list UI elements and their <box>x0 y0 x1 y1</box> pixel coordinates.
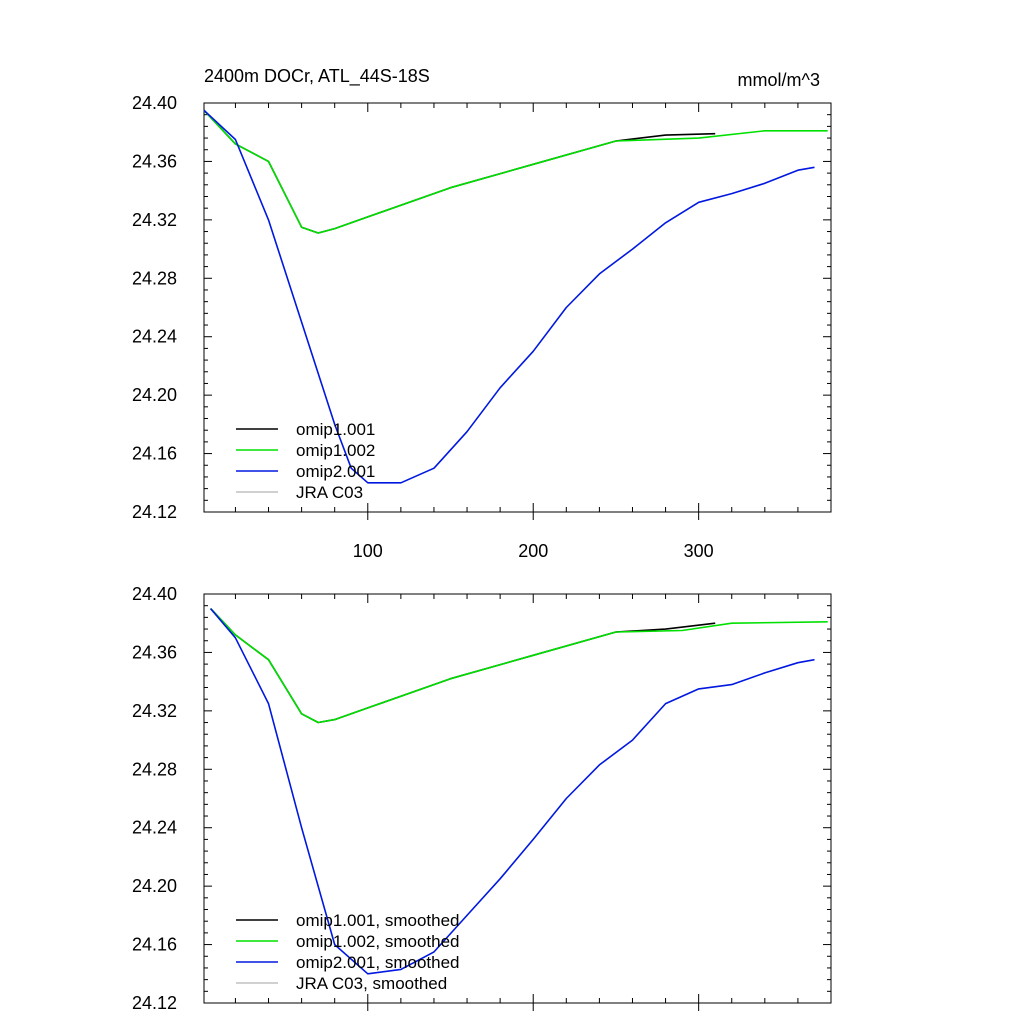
plot-frame <box>203 593 832 1004</box>
series-group <box>203 109 828 484</box>
y-tick-label: 24.16 <box>132 444 177 464</box>
x-tick-label: 300 <box>684 541 714 561</box>
x-tick-label: 200 <box>518 541 548 561</box>
series-line <box>209 608 815 975</box>
series-line <box>203 109 815 484</box>
series-line <box>203 109 828 234</box>
y-tick-label: 24.20 <box>132 385 177 405</box>
units-label: mmol/m^3 <box>738 70 820 90</box>
x-axis: 100 200 300 <box>353 541 714 561</box>
legend-label: omip1.001 <box>296 420 375 439</box>
top-panel: 2400m DOCr, ATL_44S-18S mmol/m^3 24.4024… <box>132 66 832 561</box>
legend-label: omip1.001, smoothed <box>296 911 460 930</box>
x-tick-label: 100 <box>353 541 383 561</box>
y-tick-label: 24.36 <box>132 642 177 662</box>
y-tick-label: 24.32 <box>132 701 177 721</box>
y-tick-label: 24.40 <box>132 93 177 113</box>
y-tick-label: 24.16 <box>132 935 177 955</box>
y-tick-label: 24.24 <box>132 327 177 347</box>
axis-ticks <box>204 593 831 1011</box>
y-axis: 24.40 24.36 24.32 24.28 24.24 24.20 24.16 24.12 <box>132 93 177 522</box>
series-line <box>210 608 828 724</box>
legend: omip1.001, smoothed omip1.002, smoothed om… <box>236 911 460 993</box>
y-tick-label: 24.28 <box>132 759 177 779</box>
bottom-panel: 24.40 24.36 24.32 24.28 24.24 24.20 24.16 24.12… <box>132 584 832 1013</box>
y-tick-label: 24.32 <box>132 210 177 230</box>
plot-frame <box>203 102 832 513</box>
chart-title: 2400m DOCr, ATL_44S-18S <box>204 66 430 87</box>
series-group <box>209 608 828 975</box>
y-tick-label: 24.12 <box>132 502 177 522</box>
y-tick-label: 24.28 <box>132 268 177 288</box>
y-tick-label: 24.40 <box>132 584 177 604</box>
y-tick-label: 24.24 <box>132 818 177 838</box>
legend-label: omip2.001, smoothed <box>296 953 460 972</box>
legend-label: JRA C03, smoothed <box>296 974 447 993</box>
y-tick-label: 24.20 <box>132 876 177 896</box>
y-tick-label: 24.36 <box>132 151 177 171</box>
legend-label: omip1.002 <box>296 441 375 460</box>
y-axis: 24.40 24.36 24.32 24.28 24.24 24.20 24.16 24.12 <box>132 584 177 1013</box>
legend-label: omip2.001 <box>296 462 375 481</box>
series-line <box>210 608 716 724</box>
series-line <box>203 109 716 234</box>
legend-label: omip1.002, smoothed <box>296 932 460 951</box>
axis-ticks <box>204 102 831 520</box>
legend: omip1.001 omip1.002 omip2.001 JRA C03 <box>236 420 375 502</box>
legend-label: JRA C03 <box>296 483 363 502</box>
y-tick-label: 24.12 <box>132 993 177 1013</box>
